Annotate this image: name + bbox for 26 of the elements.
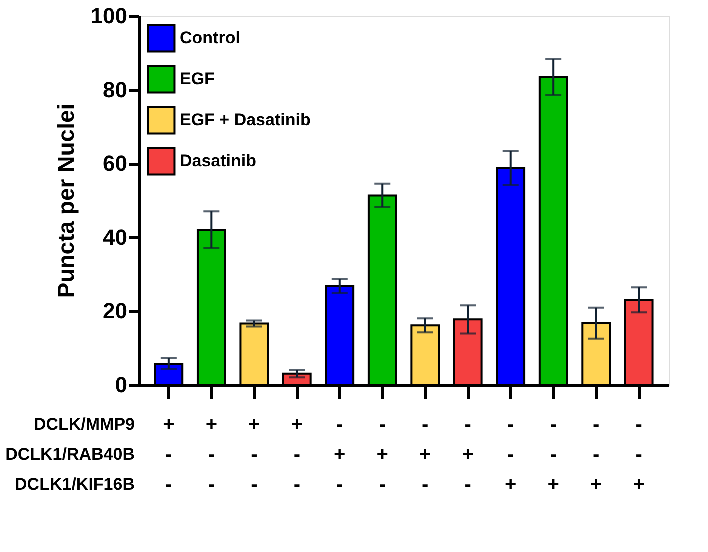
- text: DCLK/MMP9: [34, 415, 135, 434]
- category-label: - + -: [334, 414, 346, 496]
- category-label: + - -: [163, 414, 175, 496]
- y-axis-title: Puncta per Nuclei: [52, 104, 79, 298]
- category-label: - + -: [462, 414, 474, 496]
- category-label: - + -: [376, 414, 388, 496]
- text: DCLK1/KIF16B: [15, 475, 135, 494]
- category-label: + - -: [206, 414, 218, 496]
- category-label: - - +: [633, 414, 645, 496]
- legend-label: Control: [180, 28, 240, 48]
- category-label: - - +: [590, 414, 602, 496]
- y-tick-label: 20: [103, 298, 128, 324]
- legend-label: EGF + Dasatinib: [180, 110, 311, 130]
- legend-label: EGF: [180, 70, 215, 88]
- y-tick-label: 100: [90, 4, 128, 28]
- category-label: + - -: [248, 414, 260, 496]
- category-label: - - +: [548, 414, 560, 496]
- y-tick-label: 40: [103, 224, 128, 250]
- y-tick-label: 60: [103, 151, 128, 176]
- category-label: - - +: [505, 414, 517, 496]
- category-label: - + -: [420, 414, 432, 496]
- y-tick-label: 0: [115, 372, 128, 398]
- text: DCLK1/RAB40B: [6, 445, 135, 464]
- legend-label: Dasatinib: [180, 152, 257, 170]
- category-label: + - -: [291, 414, 303, 496]
- y-tick-label: 80: [103, 77, 128, 102]
